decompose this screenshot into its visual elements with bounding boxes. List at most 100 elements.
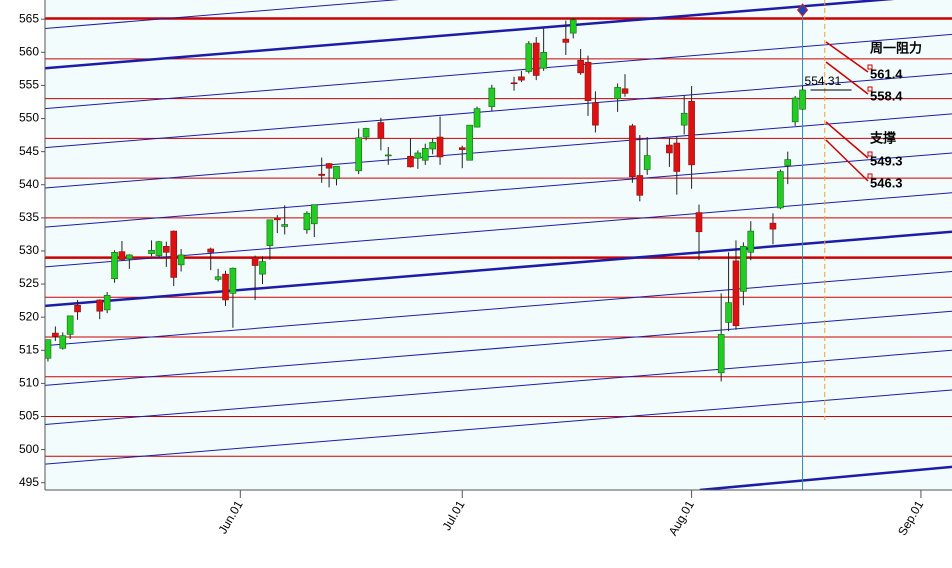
level-label: 561.4	[870, 66, 903, 81]
candle-body	[732, 260, 740, 327]
candle-body	[318, 173, 325, 176]
candle-body	[355, 137, 362, 172]
y-tick-label: 540	[19, 177, 39, 191]
y-tick-label: 560	[19, 44, 39, 58]
trend-line	[45, 349, 952, 425]
axes: 495 500 505 510 515 520 525 530 535 540 545 550 555 5…	[19, 0, 952, 538]
level-marker	[867, 173, 873, 179]
y-tick-label: 520	[19, 309, 39, 323]
last-price-label: 554.31	[805, 74, 842, 88]
candle-body	[695, 212, 703, 233]
candle-body	[333, 165, 340, 180]
candle-body	[414, 152, 422, 159]
trend-line	[45, 73, 952, 149]
level-label: 546.3	[870, 175, 903, 190]
trend-line	[45, 113, 952, 189]
y-tick-label: 545	[19, 144, 39, 158]
candle-body	[303, 212, 311, 231]
resistance-label: 周一阻力	[870, 40, 922, 55]
trend-line	[45, 389, 952, 465]
trend-line-major	[45, 230, 952, 308]
candle-body	[163, 246, 170, 253]
candle-body	[325, 163, 333, 169]
candle-body	[436, 136, 444, 158]
candle-body	[44, 339, 52, 359]
candles	[44, 17, 806, 382]
x-tick-label: Jun.01	[216, 498, 246, 536]
candle-body	[126, 254, 133, 260]
candle-body	[229, 267, 237, 294]
candle-body	[784, 159, 792, 166]
candle-body	[510, 82, 518, 85]
candle-body	[273, 217, 281, 221]
candle-body	[96, 299, 104, 312]
y-tick-label: 505	[19, 409, 39, 423]
y-tick-label: 525	[19, 276, 39, 290]
overlay-lines	[45, 0, 952, 490]
candle-body	[532, 42, 540, 76]
candle-body	[680, 112, 688, 126]
candle-body	[266, 219, 274, 246]
candle-body	[259, 261, 266, 275]
candle-body	[747, 230, 755, 253]
trend-line	[45, 270, 952, 347]
candle-body	[777, 171, 784, 209]
candle-body	[614, 87, 621, 99]
candle-body	[251, 257, 259, 266]
candle-body	[518, 76, 525, 81]
y-tick-label: 500	[19, 442, 39, 456]
candle-body	[458, 147, 466, 150]
candle-body	[407, 155, 414, 168]
y-tick-label: 495	[19, 475, 39, 489]
trend-line	[45, 152, 952, 228]
resistance-arrow	[825, 41, 869, 73]
y-tick-label: 510	[19, 376, 39, 390]
candle-body	[577, 59, 584, 74]
candle-body	[74, 304, 81, 313]
level-marker	[867, 86, 873, 92]
candle-body	[791, 97, 799, 123]
level-label: 549.3	[870, 153, 903, 168]
candle-body	[592, 102, 599, 126]
level-label: 558.4	[870, 88, 903, 103]
candle-body	[118, 251, 126, 260]
candle-body	[666, 144, 673, 154]
candle-body	[148, 249, 155, 254]
candle-body	[799, 89, 806, 110]
annotations: 周一阻力 支撑 554.31 561.4 558.4 549.3 546.3	[796, 3, 922, 190]
candle-body	[177, 254, 185, 266]
support-label: 支撑	[869, 130, 896, 145]
candle-body	[214, 276, 222, 280]
candle-body	[66, 315, 74, 335]
level-marker	[867, 64, 873, 70]
candle-body	[688, 101, 695, 166]
y-tick-label: 535	[19, 210, 39, 224]
candle-body	[362, 128, 370, 138]
candle-body	[525, 43, 533, 72]
candle-body	[111, 251, 118, 280]
candle-body	[584, 61, 592, 101]
candle-body	[629, 125, 636, 178]
trend-line	[45, 0, 400, 29]
candle-body	[377, 122, 385, 139]
candle-body	[155, 241, 163, 256]
candle-body	[103, 295, 111, 311]
x-tick-label: Aug.01	[666, 498, 697, 538]
trend-line	[45, 192, 952, 268]
candle-body	[621, 88, 629, 94]
trend-line	[45, 310, 952, 386]
y-tick-label: 530	[19, 243, 39, 257]
candle-body	[170, 230, 178, 278]
candle-body	[725, 302, 732, 323]
candle-body	[59, 335, 67, 349]
candle-body	[207, 248, 215, 253]
candle-body	[636, 175, 644, 196]
candle-body	[717, 334, 725, 374]
candle-body	[52, 332, 59, 337]
candle-body	[310, 204, 318, 225]
candle-body	[421, 148, 429, 161]
candle-body	[429, 142, 436, 150]
candle-body	[466, 124, 473, 161]
resistance-arrow	[825, 61, 869, 95]
